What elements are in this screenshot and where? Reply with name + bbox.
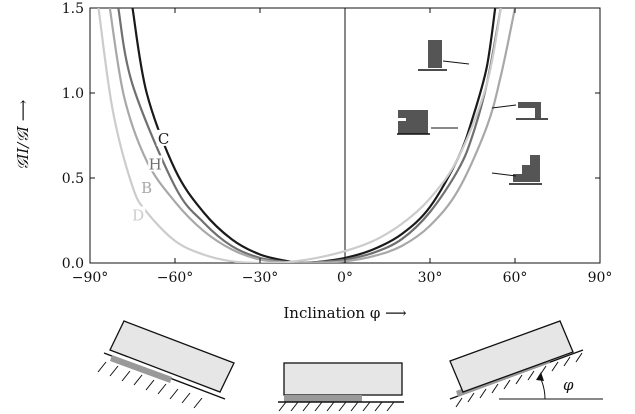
series-label-bg: [131, 206, 146, 223]
series-label-bg: [139, 179, 154, 196]
series-label-D: D: [132, 206, 144, 224]
profile-icon-h: [397, 110, 458, 135]
series-group: [97, 8, 517, 263]
series-label-bg: [156, 129, 171, 146]
series-line-B: [108, 8, 517, 263]
profile-icon-t: [491, 102, 548, 120]
tilted-block-left: [97, 320, 235, 409]
flat-block-center: [278, 362, 404, 412]
x-tick-label: −90°: [72, 270, 109, 286]
series-label-B: B: [141, 179, 152, 197]
series-label-C: C: [158, 130, 169, 148]
x-tick-label: 90°: [588, 270, 613, 286]
x-tick-label: 0°: [337, 270, 353, 286]
y-axis-label-text: 𝒢II/𝒢I ⟶: [14, 100, 32, 170]
ticks-group: −90° −60° −30° 0° 30° 60° 90° 0.0 0.5 1.0 1.5: [62, 1, 613, 286]
series-label-bg: [148, 155, 163, 172]
y-axis-label: 𝒢II/𝒢I ⟶: [14, 100, 32, 170]
x-tick-label: −60°: [157, 270, 194, 286]
phi-annotation: φ: [563, 376, 574, 394]
series-line-H: [117, 8, 502, 263]
y-tick-label: 1.5: [62, 1, 84, 17]
profile-icon-c: [418, 40, 470, 71]
series-line-D: [97, 8, 502, 263]
x-tick-label: 60°: [503, 270, 528, 286]
y-tick-label: 1.0: [62, 86, 84, 102]
x-axis-label: Inclination φ ⟶: [283, 304, 406, 322]
x-tick-label: 30°: [418, 270, 443, 286]
tilted-block-right: φ: [449, 320, 603, 408]
x-tick-label: −30°: [242, 270, 279, 286]
series-label-H: H: [149, 155, 162, 173]
y-tick-label: 0.5: [62, 171, 84, 187]
profile-icon-step: [491, 155, 542, 185]
y-tick-label: 0.0: [62, 256, 84, 272]
